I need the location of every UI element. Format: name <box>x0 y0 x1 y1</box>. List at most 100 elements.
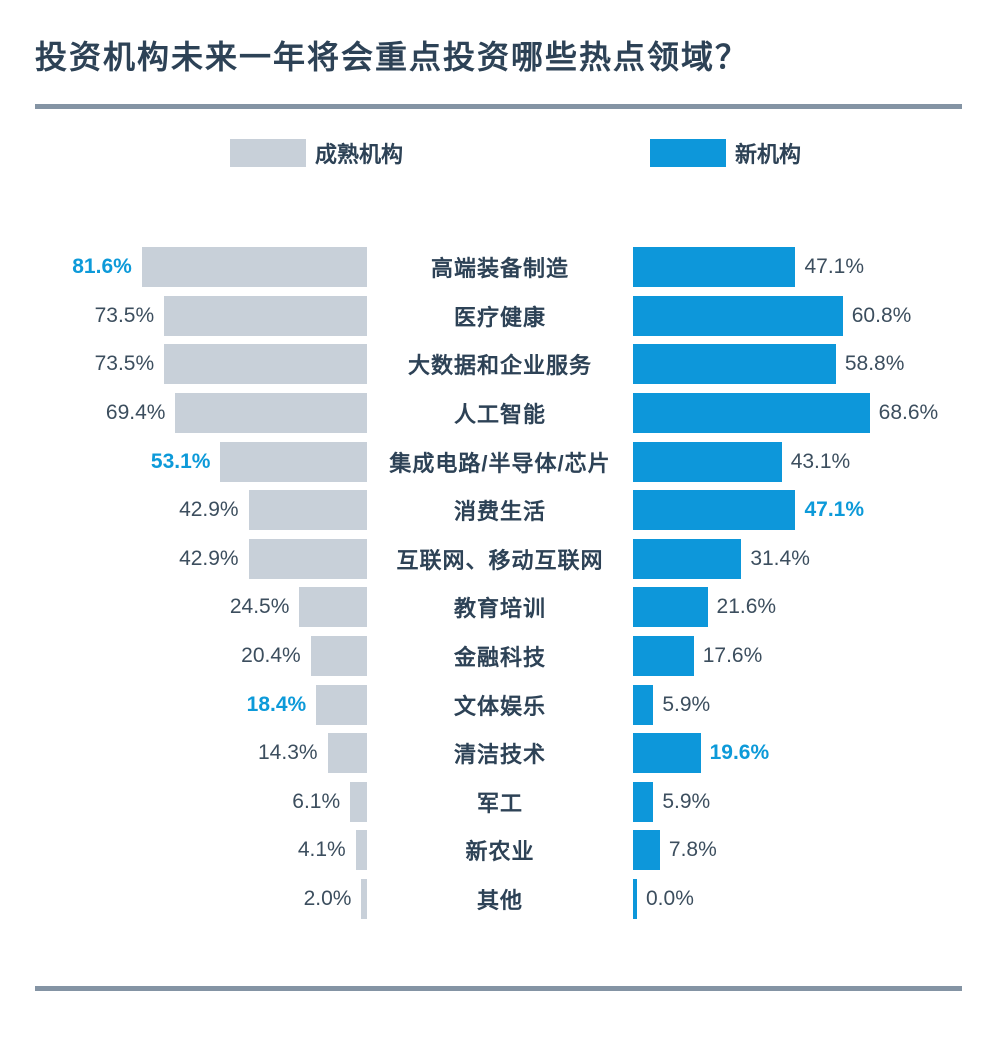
new-bar <box>633 393 870 434</box>
category-label: 大数据和企业服务 <box>407 353 592 379</box>
right-value: 68.6% <box>878 401 939 425</box>
left-value: 81.6% <box>72 255 132 279</box>
category-label: 金融科技 <box>453 645 546 671</box>
mature-bar <box>361 879 367 920</box>
row-left-cell: 73.5% <box>0 344 367 385</box>
row-left-cell: 18.4% <box>0 684 367 725</box>
right-value: 31.4% <box>750 546 810 570</box>
chart-row: 6.1% 军工 5.9% <box>0 778 996 827</box>
row-left-cell: 2.0% <box>0 879 367 920</box>
right-value: 47.1% <box>804 498 865 522</box>
left-value: 2.0% <box>303 887 352 911</box>
right-value: 0.0% <box>646 887 694 911</box>
left-value: 73.5% <box>94 303 155 327</box>
legend-label-mature: 成熟机构 <box>315 142 404 167</box>
legend-item-new: 新机构 <box>650 138 801 168</box>
new-bar <box>633 733 701 774</box>
row-right-cell: 5.9% <box>633 781 996 822</box>
row-right-cell: 21.6% <box>633 587 996 628</box>
legend-swatch-new <box>650 139 726 167</box>
left-value: 4.1% <box>297 838 346 862</box>
chart-title: 投资机构未来一年将会重点投资哪些热点领域？ <box>35 39 750 75</box>
row-right-cell: 60.8% <box>633 295 996 336</box>
mature-bar <box>327 733 367 774</box>
category-label: 新农业 <box>465 839 535 865</box>
new-bar <box>633 344 836 385</box>
mature-bar <box>316 684 367 725</box>
new-bar <box>633 295 843 336</box>
category-label: 军工 <box>476 790 523 816</box>
right-value: 43.1% <box>790 449 851 473</box>
category-label: 人工智能 <box>453 402 546 428</box>
left-value: 42.9% <box>179 498 239 522</box>
new-bar <box>633 781 654 822</box>
new-bar <box>633 538 742 579</box>
right-value: 21.6% <box>716 595 777 619</box>
left-value: 18.4% <box>246 692 307 716</box>
row-right-cell: 17.6% <box>633 636 996 677</box>
legend-swatch-mature <box>230 139 306 167</box>
top-divider <box>35 104 962 109</box>
row-left-cell: 20.4% <box>0 636 367 677</box>
row-right-cell: 7.8% <box>633 830 996 871</box>
right-value: 7.8% <box>668 838 717 862</box>
mature-bar <box>350 781 367 822</box>
mature-bar <box>175 393 367 434</box>
new-bar <box>633 490 796 531</box>
chart-row: 42.9% 消费生活 47.1% <box>0 486 996 535</box>
left-value: 69.4% <box>105 401 166 425</box>
row-right-cell: 58.8% <box>633 344 996 385</box>
chart-rows: 81.6% 高端装备制造 47.1% 73.5% 医疗健康 60.8% 73.5… <box>0 243 996 923</box>
mature-bar <box>310 636 367 677</box>
chart-row: 73.5% 大数据和企业服务 58.8% <box>0 340 996 389</box>
row-left-cell: 24.5% <box>0 587 367 628</box>
mature-bar <box>355 830 367 871</box>
row-right-cell: 47.1% <box>633 490 996 531</box>
right-value: 60.8% <box>851 303 912 327</box>
right-value: 5.9% <box>662 692 711 716</box>
right-value: 19.6% <box>709 741 770 765</box>
row-left-cell: 42.9% <box>0 490 367 531</box>
legend-label-new: 新机构 <box>735 142 802 167</box>
chart-row: 4.1% 新农业 7.8% <box>0 826 996 875</box>
right-value: 17.6% <box>702 644 763 668</box>
left-value: 53.1% <box>150 449 211 473</box>
row-left-cell: 4.1% <box>0 830 367 871</box>
category-label: 其他 <box>476 888 523 914</box>
chart-row: 14.3% 清洁技术 19.6% <box>0 729 996 778</box>
new-bar <box>633 830 660 871</box>
category-label: 集成电路/半导体/芯片 <box>389 450 611 476</box>
right-value: 58.8% <box>844 352 905 376</box>
row-left-cell: 14.3% <box>0 733 367 774</box>
mature-bar <box>248 538 367 579</box>
new-bar <box>633 441 782 482</box>
category-label: 高端装备制造 <box>430 256 569 282</box>
chart-row: 69.4% 人工智能 68.6% <box>0 389 996 438</box>
mature-bar <box>141 247 367 288</box>
legend-item-mature: 成熟机构 <box>230 138 403 168</box>
mature-bar <box>220 441 367 482</box>
row-right-cell: 19.6% <box>633 733 996 774</box>
left-value: 14.3% <box>258 741 318 765</box>
new-bar <box>633 684 654 725</box>
mature-bar <box>164 344 367 385</box>
new-bar <box>633 587 708 628</box>
new-bar <box>633 247 796 288</box>
category-label: 互联网、移动互联网 <box>396 547 604 573</box>
row-right-cell: 0.0% <box>633 879 996 920</box>
row-right-cell: 31.4% <box>633 538 996 579</box>
category-label: 医疗健康 <box>453 304 546 330</box>
row-left-cell: 42.9% <box>0 538 367 579</box>
chart-row: 18.4% 文体娱乐 5.9% <box>0 680 996 729</box>
mature-bar <box>164 295 367 336</box>
new-bar <box>633 879 637 920</box>
chart-row: 20.4% 金融科技 17.6% <box>0 632 996 681</box>
row-left-cell: 53.1% <box>0 441 367 482</box>
chart-row: 24.5% 教育培训 21.6% <box>0 583 996 632</box>
right-value: 47.1% <box>804 255 865 279</box>
row-left-cell: 6.1% <box>0 781 367 822</box>
left-value: 20.4% <box>241 644 301 668</box>
right-value: 5.9% <box>662 789 711 813</box>
category-label: 消费生活 <box>453 499 546 525</box>
left-value: 42.9% <box>179 546 239 570</box>
